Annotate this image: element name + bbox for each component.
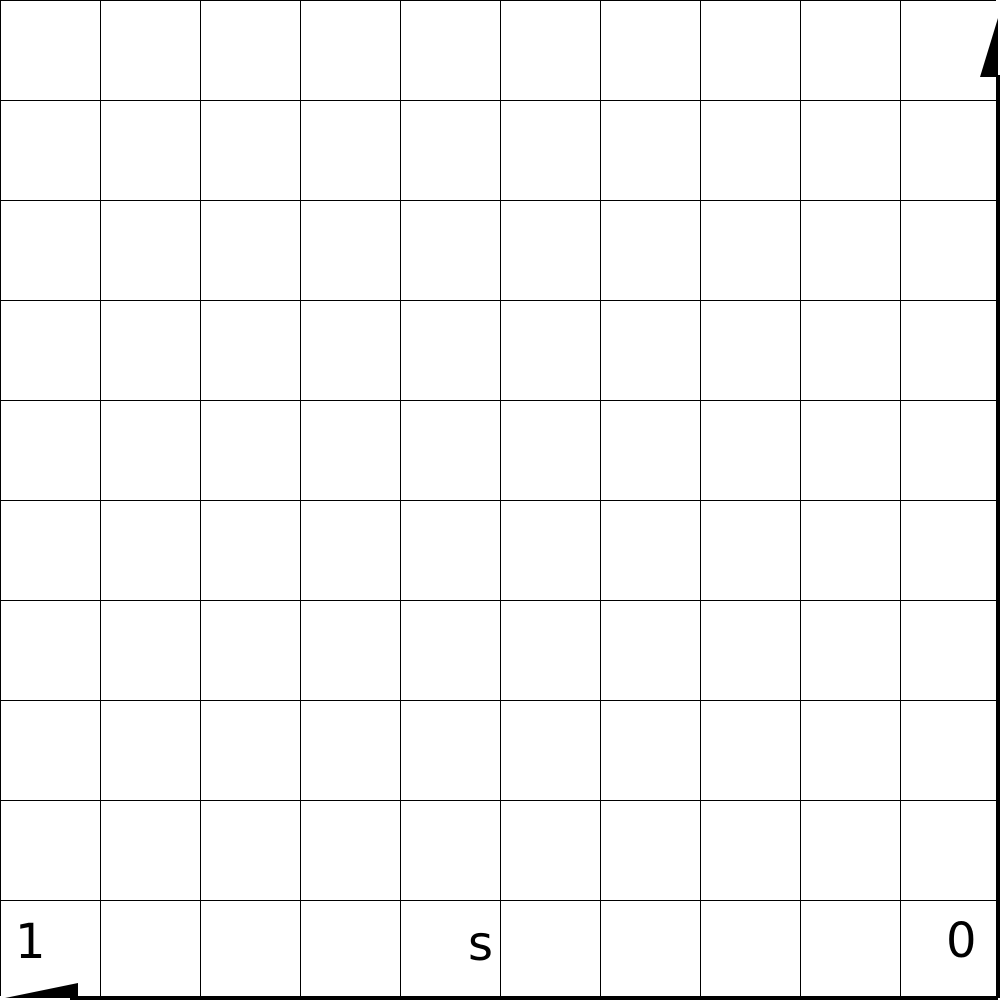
horizontal-axis-arrow-icon bbox=[5, 983, 78, 998]
label-right: 0 bbox=[946, 913, 977, 969]
label-left: 1 bbox=[15, 914, 46, 970]
vertical-axis-arrow-icon bbox=[980, 18, 998, 77]
label-middle: s bbox=[468, 916, 493, 972]
